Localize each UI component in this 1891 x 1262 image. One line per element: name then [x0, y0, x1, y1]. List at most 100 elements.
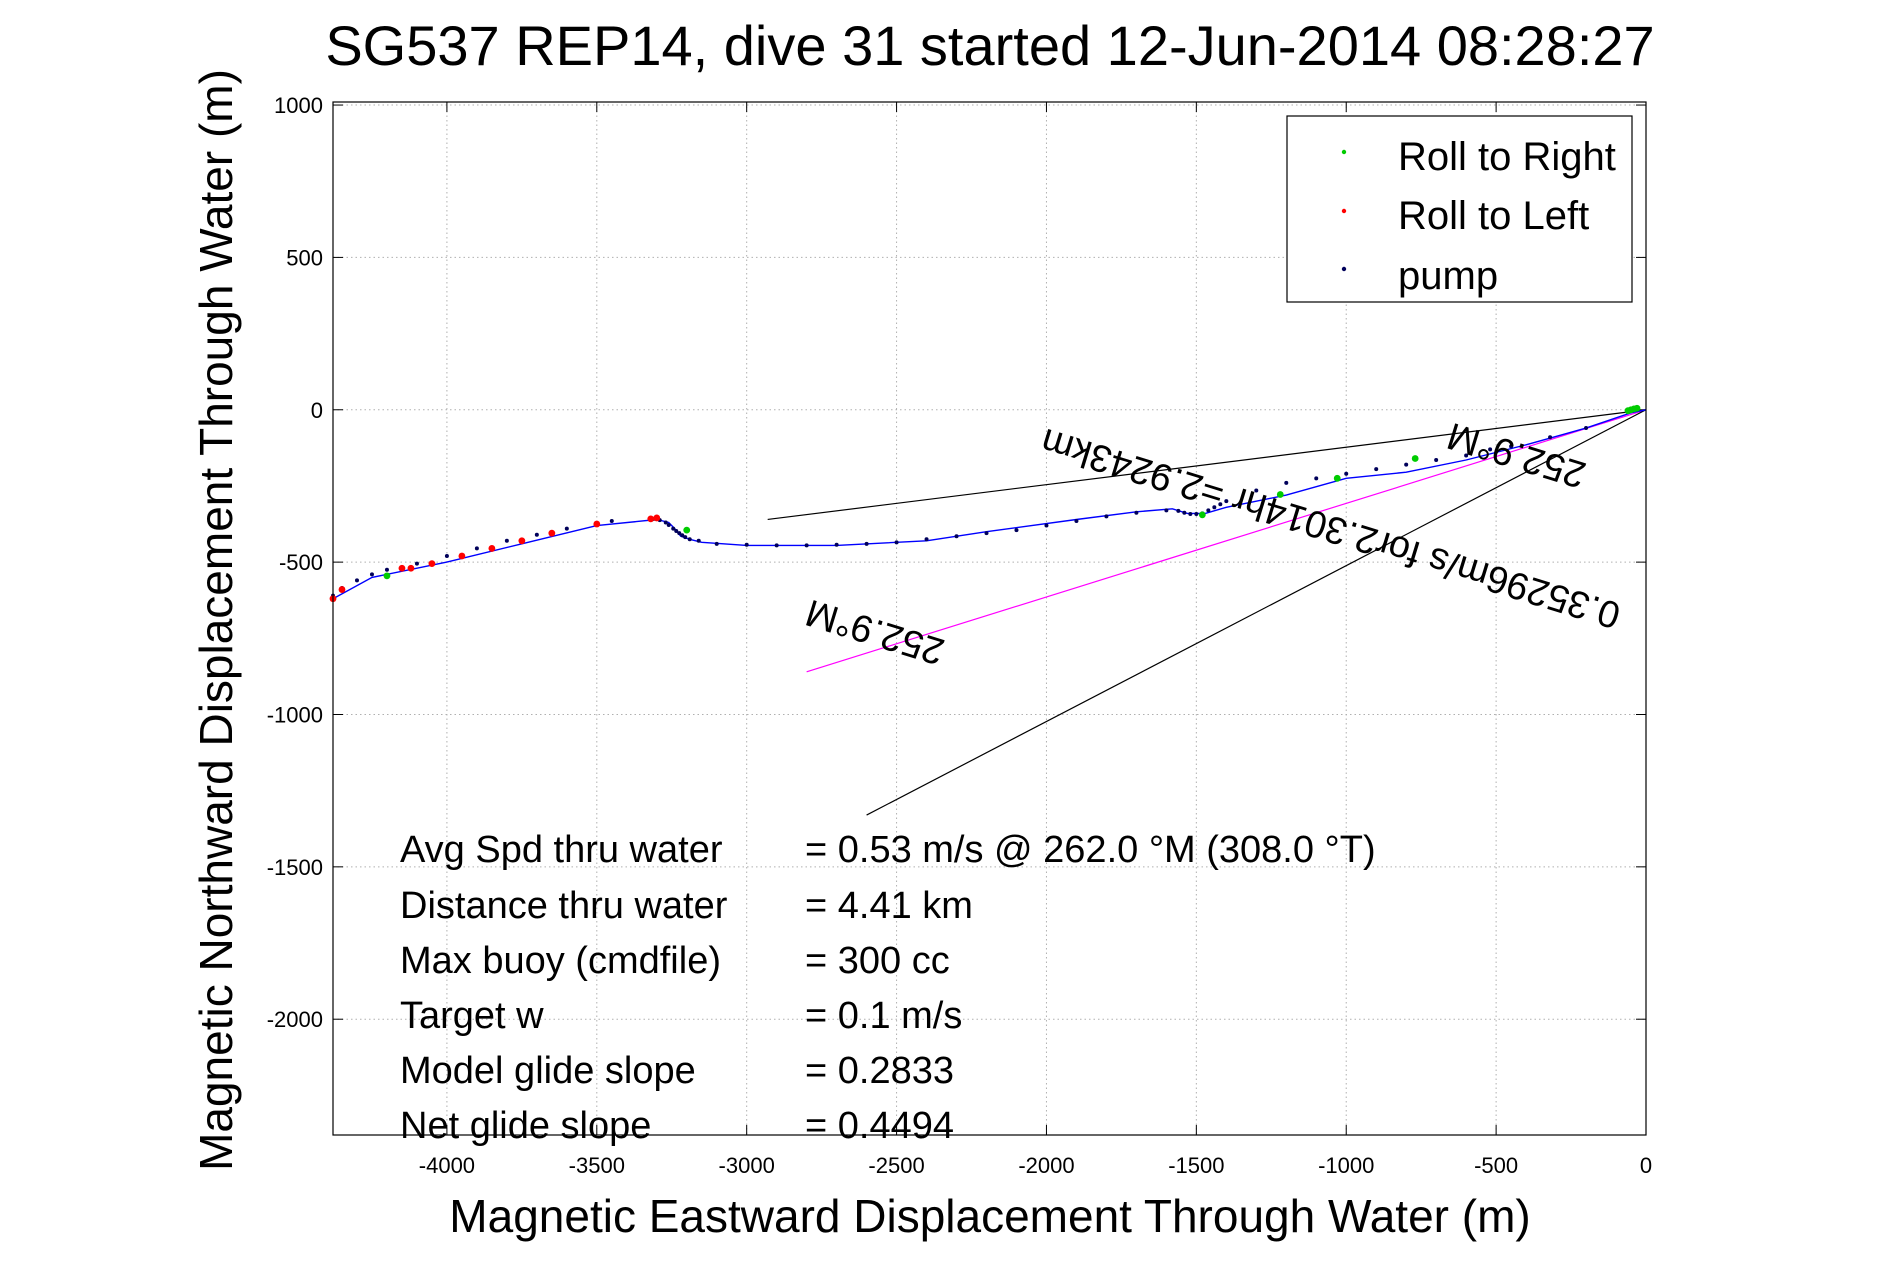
- legend-marker-pump: [1341, 266, 1347, 272]
- pump-point: [1044, 523, 1049, 528]
- reference-lines: [767, 409, 1647, 816]
- track-line: [332, 409, 1647, 600]
- pump-point: [674, 529, 679, 534]
- roll-to-left-point: [407, 564, 415, 572]
- pump-point: [1509, 444, 1514, 449]
- stat-value: = 0.1 m/s: [805, 995, 962, 1037]
- pump-point: [1206, 508, 1211, 513]
- y-tick-label: -500: [279, 550, 323, 575]
- pump-point: [924, 537, 929, 542]
- x-tick-label: -1500: [1168, 1153, 1224, 1178]
- pump-point: [864, 541, 869, 546]
- pump-point: [1344, 471, 1349, 476]
- pump-point: [369, 572, 374, 577]
- pump-point: [984, 531, 989, 536]
- x-tick-label: -500: [1474, 1153, 1518, 1178]
- stat-label: Net glide slope: [400, 1105, 651, 1147]
- pump-point: [384, 567, 389, 572]
- legend-label-roll-left: Roll to Left: [1398, 194, 1589, 238]
- pump-point: [504, 538, 509, 543]
- stat-value: = 300 cc: [805, 940, 950, 982]
- roll-to-left-point: [518, 537, 526, 545]
- pump-point: [444, 554, 449, 559]
- roll-to-left-point: [338, 586, 346, 593]
- y-axis-title: Magnetic Northward Displacement Through …: [190, 69, 242, 1171]
- roll-to-right-point: [383, 572, 391, 580]
- chart-title: SG537 REP14, dive 31 started 12-Jun-2014…: [325, 14, 1654, 77]
- x-tick-label: -3500: [569, 1153, 625, 1178]
- pump-point: [1254, 488, 1259, 493]
- x-tick-label: 0: [1640, 1153, 1652, 1178]
- pump-point: [1488, 447, 1493, 452]
- pump-point: [1218, 502, 1223, 507]
- roll-to-left-point: [488, 545, 496, 552]
- legend-label-roll-right: Roll to Right: [1398, 135, 1616, 179]
- pump-point: [564, 526, 569, 531]
- roll-to-left-point: [647, 515, 655, 523]
- pump-point: [534, 532, 539, 537]
- roll-to-right-point: [1624, 407, 1632, 415]
- x-tick-label: -3000: [719, 1153, 775, 1178]
- stat-value: = 0.4494: [805, 1105, 954, 1147]
- pump-point: [687, 537, 692, 542]
- pump-point: [804, 543, 809, 548]
- pump-point: [1404, 462, 1409, 467]
- y-tick-label: 0: [311, 398, 323, 423]
- pump-point: [1314, 476, 1319, 481]
- pump-point: [666, 522, 671, 527]
- roll-to-right-point: [1276, 491, 1284, 498]
- roll-to-left-point: [458, 552, 466, 560]
- legend-marker-roll-right: [1341, 149, 1347, 155]
- pump-point: [354, 578, 359, 583]
- pump-point: [1194, 511, 1199, 516]
- roll-to-left-point: [653, 514, 661, 522]
- stat-label: Target w: [400, 995, 544, 1037]
- pump-point: [1548, 435, 1553, 440]
- x-tick-label: -2500: [868, 1153, 924, 1178]
- pump-point: [696, 538, 701, 543]
- roll-to-left-point: [548, 529, 556, 537]
- y-tick-label: -2000: [267, 1007, 323, 1032]
- pump-point: [834, 542, 839, 547]
- pump-point: [714, 541, 719, 546]
- roll-to-right-point: [1411, 455, 1419, 462]
- pump-point: [1074, 518, 1079, 523]
- stats-block: Avg Spd thru water = 0.53 m/s @ 262.0 °M…: [400, 829, 1376, 1147]
- pump-point: [474, 546, 479, 551]
- pump-point: [1224, 499, 1229, 504]
- pump-point: [609, 518, 614, 523]
- reference-line: [866, 409, 1647, 816]
- legend-label-pump: pump: [1398, 254, 1498, 298]
- roll-to-left-point: [593, 520, 601, 528]
- y-tick-label: 500: [286, 245, 323, 270]
- roll-to-left-point: [398, 564, 406, 572]
- pump-point: [680, 533, 685, 538]
- pump-point: [663, 520, 668, 525]
- pump-point: [894, 540, 899, 545]
- pump-point: [1014, 528, 1019, 533]
- pump-point: [1104, 514, 1109, 519]
- y-tick-label: -1500: [267, 855, 323, 880]
- stat-value: = 4.41 km: [805, 885, 973, 927]
- y-tick-label: 1000: [274, 93, 323, 118]
- pump-point: [1164, 508, 1169, 513]
- roll-to-right-point: [683, 526, 691, 534]
- stat-label: Avg Spd thru water: [400, 829, 723, 871]
- pump-point: [1176, 508, 1181, 513]
- legend: Roll to Right Roll to Left pump: [1286, 115, 1633, 303]
- x-tick-label: -1000: [1318, 1153, 1374, 1178]
- roll-to-left-point: [428, 560, 436, 568]
- stat-label: Max buoy (cmdfile): [400, 940, 721, 982]
- axes-frame: [332, 101, 1647, 1136]
- roll-to-right-point: [1198, 511, 1206, 519]
- pump-point: [677, 531, 682, 536]
- stat-label: Model glide slope: [400, 1050, 696, 1092]
- x-tick-label: -4000: [419, 1153, 475, 1178]
- x-tick-label: -2000: [1018, 1153, 1074, 1178]
- pump-point: [1584, 426, 1589, 431]
- legend-marker-roll-left: [1341, 208, 1347, 214]
- roll-to-right-point: [1333, 474, 1341, 482]
- pump-point: [954, 534, 959, 539]
- pump-point: [671, 526, 676, 531]
